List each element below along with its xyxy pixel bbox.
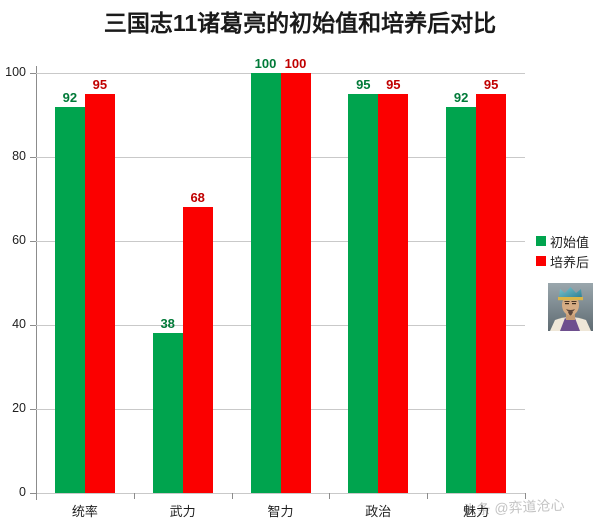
portrait-image xyxy=(548,283,593,331)
gridline xyxy=(36,493,525,494)
x-axis-tick xyxy=(329,493,331,499)
bar-统率-培养后 xyxy=(84,94,115,493)
bar-value-label: 68 xyxy=(190,190,205,206)
bar-value-label: 92 xyxy=(62,89,78,105)
y-axis-label: 20 xyxy=(12,401,26,415)
y-axis-tick xyxy=(30,73,36,74)
y-axis-tick xyxy=(30,493,36,494)
y-axis-line xyxy=(36,66,37,500)
bar-value-label: 95 xyxy=(92,77,108,92)
bar-政治-初始值 xyxy=(348,94,379,493)
plot-area: 0 20 40 60 80 100 92 95 38 68 100 100 95 95 92 95 xyxy=(5,57,525,499)
x-axis-tick xyxy=(133,493,135,499)
x-axis-label-政治: 政治 xyxy=(365,504,392,519)
bar-value-label: 95 xyxy=(483,77,499,92)
bar-value-label: 92 xyxy=(453,89,469,105)
legend-swatch-icon xyxy=(536,256,546,266)
x-axis-tick xyxy=(427,493,429,499)
zhuge-liang-portrait xyxy=(548,283,593,331)
bar-value-label: 38 xyxy=(160,316,175,332)
x-axis-label-智力: 智力 xyxy=(267,504,294,519)
x-axis-tick xyxy=(231,493,233,499)
bar-value-label: 100 xyxy=(284,56,307,71)
x-axis-label-武力: 武力 xyxy=(169,504,196,519)
bar-武力-培养后 xyxy=(182,207,213,493)
bar-value-label: 100 xyxy=(254,56,277,71)
y-axis-tick xyxy=(30,409,36,410)
x-axis-label-魅力: 魅力 xyxy=(463,504,490,519)
y-axis-label: 100 xyxy=(5,65,26,79)
bar-value-label: 95 xyxy=(356,77,371,92)
bar-统率-初始值 xyxy=(54,106,85,493)
bar-智力-初始值 xyxy=(250,73,281,493)
x-axis-tick xyxy=(525,493,526,499)
y-axis-tick xyxy=(30,241,36,242)
bar-政治-培养后 xyxy=(378,94,409,493)
y-axis-label: 0 xyxy=(19,485,26,499)
y-axis-label: 40 xyxy=(12,317,26,331)
legend-label: 初始值 xyxy=(550,234,590,250)
legend-item-培养后[interactable]: 培养后 xyxy=(536,251,589,271)
x-axis-tick xyxy=(36,493,37,499)
bar-智力-培养后 xyxy=(280,73,311,493)
legend-swatch-icon xyxy=(536,236,546,246)
y-axis-tick xyxy=(30,325,36,326)
bar-value-label: 95 xyxy=(386,77,401,92)
chart-title: 三国志11诸葛亮的初始值和培养后对比 xyxy=(103,10,497,36)
bar-武力-初始值 xyxy=(152,333,183,493)
bar-魅力-培养后 xyxy=(476,94,507,493)
y-axis-label: 60 xyxy=(12,233,26,247)
legend-label: 培养后 xyxy=(550,254,590,270)
legend: 初始值 培养后 xyxy=(536,231,589,271)
x-axis-label-统率: 统率 xyxy=(71,504,98,519)
y-axis-label: 80 xyxy=(12,149,26,163)
bar-魅力-初始值 xyxy=(446,106,477,493)
y-axis-tick xyxy=(30,157,36,158)
legend-item-初始值[interactable]: 初始值 xyxy=(536,231,589,251)
